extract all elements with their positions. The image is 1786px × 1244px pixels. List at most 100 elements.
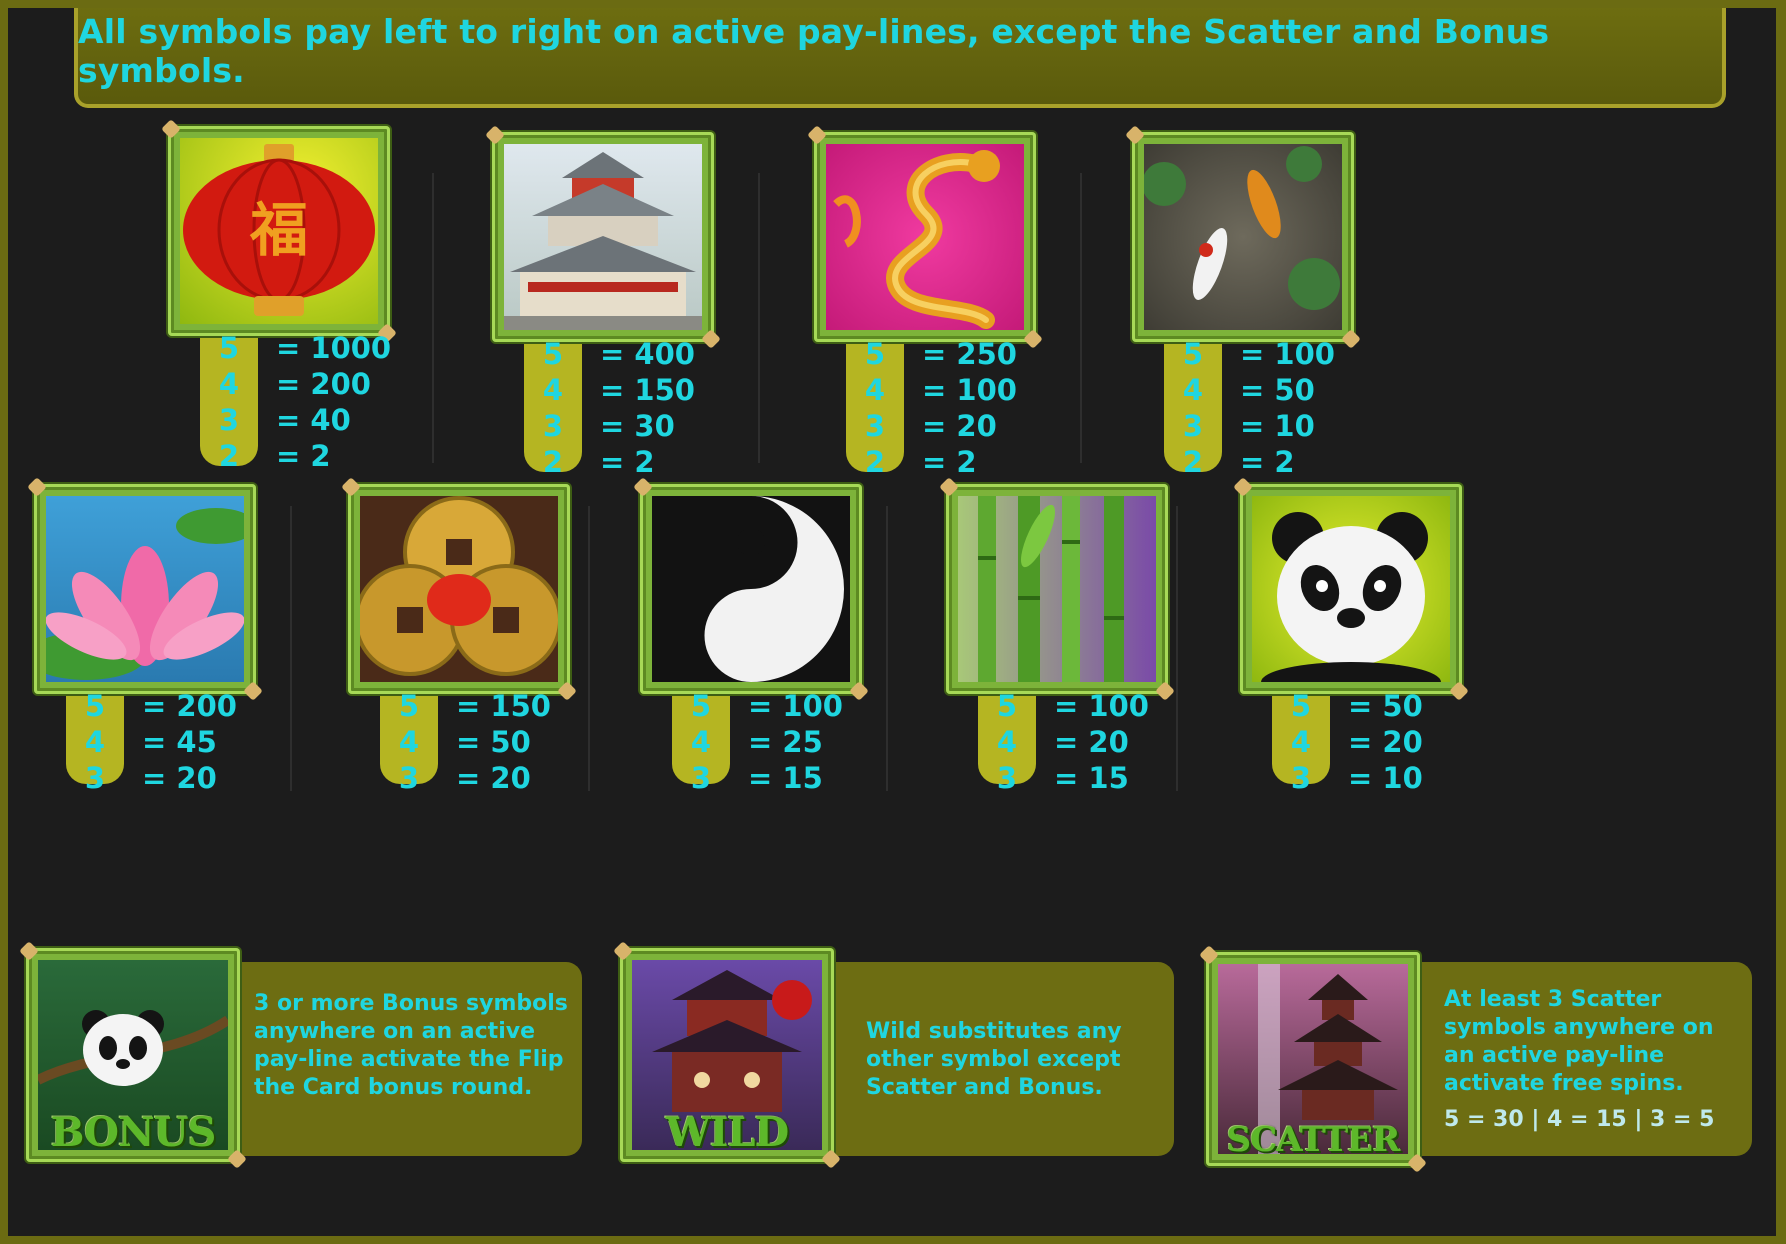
symbol-scatter: SCATTER xyxy=(1206,952,1420,1166)
pagoda-icon xyxy=(652,970,812,1112)
bamboo-frame: 福 xyxy=(168,126,390,336)
symbol-bamboo: 5 = 100 4 = 20 3 = 15 xyxy=(946,484,1186,795)
symbol-yin-yang: 5 = 100 4 = 25 3 = 15 xyxy=(640,484,880,795)
pay-tab xyxy=(524,332,582,472)
symbol-panda: 5 = 50 4 = 20 3 = 10 xyxy=(1240,484,1480,795)
pay-tab xyxy=(1164,332,1222,472)
pay-row: 3 = 20 xyxy=(84,761,217,795)
panda-icon xyxy=(38,1010,228,1086)
bamboo-frame: WILD xyxy=(620,948,834,1162)
pay-tab xyxy=(672,684,730,784)
bamboo-frame xyxy=(814,132,1036,342)
temple-icon xyxy=(504,152,702,330)
pay-row: 4 = 20 xyxy=(1290,725,1423,759)
bamboo-frame: SCATTER xyxy=(1206,952,1420,1166)
pay-row: 5 = 100 xyxy=(1182,337,1335,371)
bamboo-frame xyxy=(348,484,570,694)
lantern-icon: 福 xyxy=(183,144,375,316)
panda-icon xyxy=(1261,512,1441,682)
pay-row: 4 = 200 xyxy=(218,367,371,401)
bonus-description: 3 or more Bonus symbols anywhere on an a… xyxy=(218,962,582,1156)
bamboo-frame xyxy=(640,484,862,694)
pay-row: 4 = 50 xyxy=(398,725,531,759)
svg-text:福: 福 xyxy=(249,196,308,264)
symbol-lotus: 5 = 200 4 = 45 3 = 20 xyxy=(34,484,274,795)
pay-tab xyxy=(1272,684,1330,784)
pay-table: 5 = 150 4 = 50 3 = 20 xyxy=(384,688,551,796)
pay-row: 5 = 50 xyxy=(1290,689,1423,723)
column-separator xyxy=(588,506,590,791)
pay-row: 4 = 50 xyxy=(1182,373,1315,407)
column-separator xyxy=(758,173,760,463)
pay-tab xyxy=(380,684,438,784)
pay-row: 3 = 40 xyxy=(218,403,351,437)
pay-row: 5 = 100 xyxy=(996,689,1149,723)
pay-table: 5 = 100 4 = 25 3 = 15 xyxy=(676,688,843,796)
pay-tab xyxy=(200,326,258,466)
symbol-koi: 5 = 100 4 = 50 3 = 10 2 = 2 xyxy=(1132,132,1372,479)
pay-row: 2 = 2 xyxy=(542,445,655,479)
bamboo-frame xyxy=(492,132,714,342)
paytable-screen: All symbols pay left to right on active … xyxy=(8,8,1776,1236)
banner-text: All symbols pay left to right on active … xyxy=(78,12,1550,90)
pay-row: 3 = 15 xyxy=(996,761,1129,795)
pay-row: 4 = 45 xyxy=(84,725,217,759)
bamboo-icon xyxy=(978,496,1124,682)
column-separator xyxy=(886,506,888,791)
pay-row: 4 = 25 xyxy=(690,725,823,759)
symbol-lantern: 福 5 = 1000 4 = 200 3 = 40 2 = 2 xyxy=(168,126,408,473)
scatter-label: SCATTER xyxy=(1226,1120,1401,1160)
bamboo-frame xyxy=(34,484,256,694)
bamboo-frame xyxy=(946,484,1168,694)
wild-description: Wild substitutes any other symbol except… xyxy=(814,962,1174,1156)
pay-table: 5 = 1000 4 = 200 3 = 40 2 = 2 xyxy=(204,330,391,474)
dragon-icon xyxy=(833,150,1000,329)
symbol-wild: WILD xyxy=(620,948,834,1162)
pay-table: 5 = 250 4 = 100 3 = 20 2 = 2 xyxy=(850,336,1017,480)
bamboo-frame xyxy=(1240,484,1462,694)
pay-row: 4 = 150 xyxy=(542,373,695,407)
symbol-bonus: BONUS xyxy=(26,948,240,1162)
bamboo-frame: BONUS xyxy=(26,948,240,1162)
symbol-dragon: 5 = 250 4 = 100 3 = 20 2 = 2 xyxy=(814,132,1054,479)
pagoda-icon xyxy=(1258,964,1398,1154)
pay-row: 3 = 30 xyxy=(542,409,675,443)
pay-row: 5 = 400 xyxy=(542,337,695,371)
wild-label: WILD xyxy=(665,1109,789,1156)
pay-row: 3 = 20 xyxy=(864,409,997,443)
pay-row: 3 = 20 xyxy=(398,761,531,795)
pay-row: 3 = 10 xyxy=(1290,761,1423,795)
column-separator xyxy=(290,506,292,791)
pay-table: 5 = 200 4 = 45 3 = 20 xyxy=(70,688,237,796)
pay-row: 2 = 2 xyxy=(218,439,331,473)
lotus-flower-icon xyxy=(46,508,244,680)
pay-table: 5 = 100 4 = 50 3 = 10 2 = 2 xyxy=(1168,336,1335,480)
pay-row: 5 = 1000 xyxy=(218,331,392,365)
column-separator xyxy=(1080,173,1082,463)
symbol-coins: 5 = 150 4 = 50 3 = 20 xyxy=(348,484,588,795)
bamboo-frame xyxy=(1132,132,1354,342)
pay-tab xyxy=(978,684,1036,784)
pay-tab xyxy=(66,684,124,784)
chinese-coins-icon xyxy=(360,496,558,676)
bonus-label: BONUS xyxy=(50,1109,217,1156)
pay-row: 3 = 10 xyxy=(1182,409,1315,443)
pay-row: 5 = 150 xyxy=(398,689,551,723)
pay-tab xyxy=(846,332,904,472)
column-separator xyxy=(1176,506,1178,791)
pay-row: 2 = 2 xyxy=(864,445,977,479)
yin-yang-icon xyxy=(652,496,850,682)
pay-row: 5 = 200 xyxy=(84,689,237,723)
column-separator xyxy=(432,173,434,463)
scatter-description: At least 3 Scatter symbols anywhere on a… xyxy=(1398,962,1752,1156)
pay-row: 5 = 250 xyxy=(864,337,1017,371)
pay-table: 5 = 50 4 = 20 3 = 10 xyxy=(1276,688,1423,796)
pay-row: 2 = 2 xyxy=(1182,445,1295,479)
paytable-banner: All symbols pay left to right on active … xyxy=(74,8,1726,108)
pay-row: 4 = 20 xyxy=(996,725,1129,759)
pay-row: 3 = 15 xyxy=(690,761,823,795)
pay-table: 5 = 100 4 = 20 3 = 15 xyxy=(982,688,1149,796)
scatter-pays: 5 = 30 | 4 = 15 | 3 = 5 xyxy=(1444,1107,1715,1132)
pay-row: 5 = 100 xyxy=(690,689,843,723)
pay-table: 5 = 400 4 = 150 3 = 30 2 = 2 xyxy=(528,336,695,480)
